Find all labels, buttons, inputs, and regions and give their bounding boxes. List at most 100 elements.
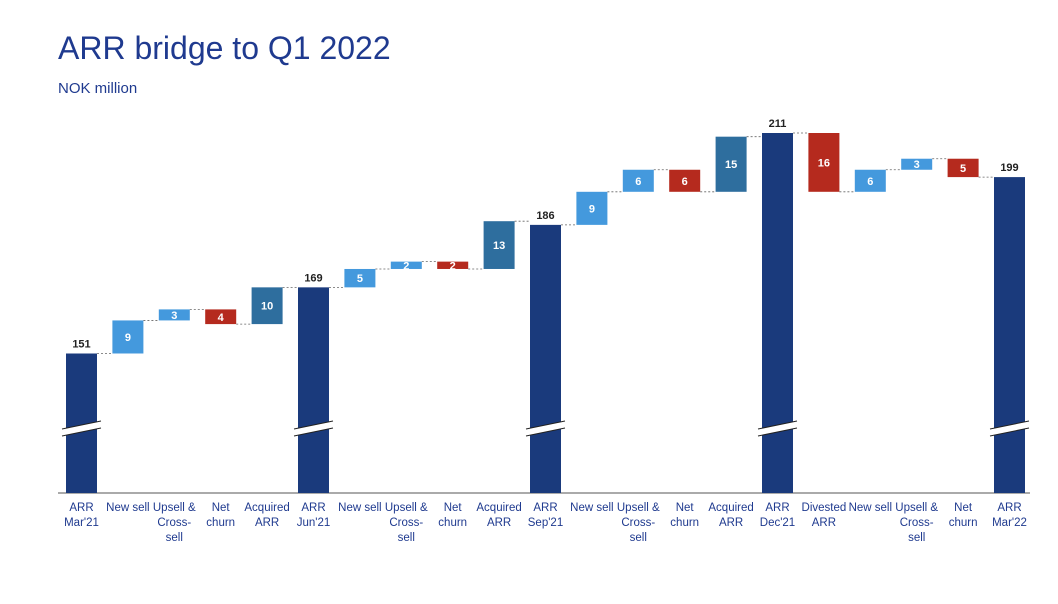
category-label-3-line-2: Cross- — [157, 517, 191, 529]
value-label-5: 10 — [261, 301, 273, 313]
axis-break-line-top-1 — [61, 420, 102, 430]
category-label-4-line-1: Net — [212, 502, 231, 514]
category-label-5-line-2: ARR — [255, 517, 279, 529]
category-label-3-line-1: Upsell & — [153, 502, 196, 514]
bar-21 — [994, 177, 1025, 493]
category-label-8-line-2: Cross- — [389, 517, 423, 529]
bar-7 — [344, 268, 376, 288]
bar-12 — [576, 191, 608, 225]
value-label-1: 151 — [72, 339, 90, 351]
axis-break-gap-16 — [758, 421, 797, 436]
bar-6 — [298, 287, 329, 493]
category-label-16-line-1: ARR — [765, 502, 789, 514]
category-label-17-line-1: Divested — [802, 502, 847, 514]
category-label-15-line-1: Acquired — [708, 502, 753, 514]
axis-break-line-bottom-21 — [989, 427, 1030, 437]
bar-5 — [251, 287, 283, 325]
axis-break-line-top-21 — [989, 420, 1030, 430]
category-label-3-line-3: sell — [166, 532, 183, 544]
category-label-2-line-1: New sell — [106, 502, 149, 514]
bar-17 — [808, 133, 840, 192]
bar-2 — [112, 320, 144, 354]
bar-15 — [715, 136, 747, 192]
axis-break-gap-6 — [294, 421, 333, 436]
chart-title: ARR bridge to Q1 2022 — [58, 30, 391, 66]
category-label-6-line-2: Jun'21 — [297, 517, 331, 529]
category-label-7-line-1: New sell — [338, 502, 381, 514]
category-label-8-line-3: sell — [398, 532, 415, 544]
bar-13 — [622, 169, 654, 192]
value-label-10: 13 — [493, 240, 505, 252]
value-label-6: 169 — [304, 272, 322, 284]
category-label-12-line-1: New sell — [570, 502, 613, 514]
bar-16 — [762, 133, 793, 493]
category-label-19-line-3: sell — [908, 532, 925, 544]
category-label-9-line-2: churn — [438, 517, 467, 529]
category-label-19-line-2: Cross- — [900, 517, 934, 529]
bar-18 — [854, 169, 886, 192]
category-label-20-line-1: Net — [954, 502, 973, 514]
category-label-11-line-2: Sep'21 — [528, 517, 563, 529]
category-label-4-line-2: churn — [206, 517, 235, 529]
value-label-17: 16 — [818, 157, 830, 169]
bar-11 — [530, 224, 561, 493]
bar-19 — [901, 158, 933, 170]
category-label-13-line-1: Upsell & — [617, 502, 660, 514]
bar-3 — [158, 309, 190, 321]
value-label-13: 6 — [635, 176, 641, 188]
value-label-7: 5 — [357, 273, 363, 285]
value-label-19: 3 — [914, 159, 920, 171]
category-label-10-line-2: ARR — [487, 517, 511, 529]
axis-break-gap-11 — [526, 421, 565, 436]
category-label-14-line-1: Net — [676, 502, 695, 514]
bar-20 — [947, 158, 979, 178]
category-label-17-line-2: ARR — [812, 517, 836, 529]
value-label-18: 6 — [867, 176, 873, 188]
category-label-13-line-2: Cross- — [621, 517, 655, 529]
value-label-9: 2 — [450, 260, 456, 272]
axis-break-gap-21 — [990, 421, 1029, 436]
axis-break-line-top-11 — [525, 420, 566, 430]
value-label-20: 5 — [960, 163, 966, 175]
category-label-9-line-1: Net — [444, 502, 463, 514]
bar-8 — [390, 261, 422, 269]
category-label-13-line-3: sell — [630, 532, 647, 544]
category-label-19-line-1: Upsell & — [895, 502, 938, 514]
category-label-11-line-1: ARR — [533, 502, 557, 514]
value-label-12: 9 — [589, 203, 595, 215]
value-label-16: 211 — [769, 118, 787, 130]
value-label-8: 2 — [403, 260, 409, 272]
axis-break-line-bottom-1 — [61, 427, 102, 437]
category-label-8-line-1: Upsell & — [385, 502, 428, 514]
category-label-1-line-2: Mar'21 — [64, 517, 99, 529]
category-label-18-line-1: New sell — [849, 502, 892, 514]
category-label-15-line-2: ARR — [719, 517, 743, 529]
category-label-5-line-1: Acquired — [244, 502, 289, 514]
value-label-4: 4 — [218, 312, 225, 324]
category-label-20-line-2: churn — [949, 517, 978, 529]
chart-subtitle: NOK million — [58, 80, 138, 97]
category-label-16-line-2: Dec'21 — [760, 517, 795, 529]
axis-break-line-bottom-16 — [757, 427, 798, 437]
category-label-6-line-1: ARR — [301, 502, 325, 514]
value-label-14: 6 — [682, 176, 688, 188]
axis-break-line-top-6 — [293, 420, 334, 430]
category-label-10-line-1: Acquired — [476, 502, 521, 514]
axis-break-line-top-16 — [757, 420, 798, 430]
category-label-21-line-1: ARR — [997, 502, 1021, 514]
value-label-15: 15 — [725, 159, 737, 171]
axis-break-line-bottom-11 — [525, 427, 566, 437]
value-label-11: 186 — [536, 210, 554, 222]
axis-break-gap-1 — [62, 421, 101, 436]
bar-10 — [483, 221, 515, 269]
category-label-21-line-2: Mar'22 — [992, 517, 1027, 529]
bar-4 — [205, 309, 237, 325]
axis-break-line-bottom-6 — [293, 427, 334, 437]
value-label-2: 9 — [125, 332, 131, 344]
bar-14 — [669, 169, 701, 192]
category-label-14-line-2: churn — [670, 517, 699, 529]
bar-9 — [437, 261, 469, 269]
value-label-3: 3 — [171, 310, 177, 322]
category-label-1-line-1: ARR — [69, 502, 93, 514]
